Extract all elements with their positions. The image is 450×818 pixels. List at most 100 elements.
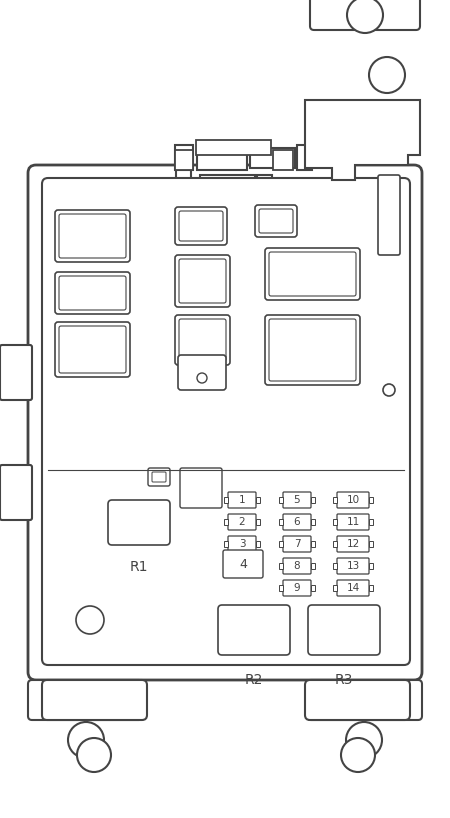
- Text: 2: 2: [238, 517, 245, 527]
- Bar: [311, 519, 315, 525]
- Circle shape: [197, 373, 207, 383]
- Bar: [250, 148, 295, 168]
- Bar: [175, 150, 193, 170]
- FancyBboxPatch shape: [148, 468, 170, 486]
- Bar: [279, 497, 283, 503]
- FancyBboxPatch shape: [178, 355, 226, 390]
- Text: R2: R2: [245, 673, 263, 687]
- Text: 14: 14: [346, 583, 360, 593]
- Text: 1: 1: [238, 495, 245, 505]
- FancyBboxPatch shape: [0, 345, 32, 400]
- Bar: [333, 585, 337, 591]
- Bar: [369, 585, 373, 591]
- Bar: [224, 519, 228, 525]
- Bar: [311, 585, 315, 591]
- FancyBboxPatch shape: [228, 492, 256, 508]
- FancyBboxPatch shape: [307, 680, 422, 720]
- Bar: [197, 152, 247, 170]
- FancyBboxPatch shape: [228, 514, 256, 530]
- Text: 12: 12: [346, 539, 360, 549]
- Circle shape: [77, 738, 111, 772]
- Bar: [200, 175, 255, 195]
- FancyBboxPatch shape: [218, 605, 290, 655]
- Text: 3: 3: [238, 539, 245, 549]
- FancyBboxPatch shape: [180, 468, 222, 508]
- FancyBboxPatch shape: [259, 209, 293, 233]
- Bar: [256, 519, 260, 525]
- Text: 4: 4: [239, 558, 247, 570]
- Bar: [279, 519, 283, 525]
- FancyBboxPatch shape: [378, 175, 400, 255]
- FancyBboxPatch shape: [55, 272, 130, 314]
- FancyBboxPatch shape: [175, 315, 230, 365]
- FancyBboxPatch shape: [283, 558, 311, 574]
- FancyBboxPatch shape: [337, 514, 369, 530]
- Text: 7: 7: [294, 539, 300, 549]
- Circle shape: [341, 738, 375, 772]
- FancyBboxPatch shape: [337, 558, 369, 574]
- FancyBboxPatch shape: [337, 492, 369, 508]
- FancyBboxPatch shape: [175, 207, 227, 245]
- Bar: [196, 140, 271, 155]
- Bar: [369, 541, 373, 547]
- Circle shape: [383, 384, 395, 396]
- Circle shape: [369, 57, 405, 93]
- Bar: [297, 145, 312, 170]
- FancyBboxPatch shape: [228, 536, 256, 552]
- FancyBboxPatch shape: [175, 255, 230, 307]
- FancyBboxPatch shape: [283, 580, 311, 596]
- FancyBboxPatch shape: [55, 322, 130, 377]
- FancyBboxPatch shape: [59, 276, 126, 310]
- FancyBboxPatch shape: [255, 205, 297, 237]
- Text: 6: 6: [294, 517, 300, 527]
- Bar: [311, 541, 315, 547]
- FancyBboxPatch shape: [283, 492, 311, 508]
- FancyBboxPatch shape: [308, 605, 380, 655]
- FancyBboxPatch shape: [265, 315, 360, 385]
- Bar: [279, 563, 283, 569]
- Bar: [273, 150, 293, 170]
- Bar: [311, 563, 315, 569]
- Text: 11: 11: [346, 517, 360, 527]
- Bar: [369, 497, 373, 503]
- FancyBboxPatch shape: [152, 472, 166, 482]
- Bar: [176, 170, 191, 200]
- Bar: [175, 145, 193, 170]
- Circle shape: [68, 722, 104, 758]
- FancyBboxPatch shape: [42, 178, 410, 665]
- FancyBboxPatch shape: [310, 0, 420, 30]
- FancyBboxPatch shape: [28, 680, 143, 720]
- FancyBboxPatch shape: [42, 680, 147, 720]
- Circle shape: [346, 722, 382, 758]
- Bar: [333, 497, 337, 503]
- FancyBboxPatch shape: [305, 680, 410, 720]
- Bar: [369, 563, 373, 569]
- FancyBboxPatch shape: [59, 326, 126, 373]
- Bar: [256, 541, 260, 547]
- FancyBboxPatch shape: [179, 211, 223, 241]
- Bar: [224, 497, 228, 503]
- Bar: [257, 175, 272, 195]
- Bar: [256, 497, 260, 503]
- Bar: [279, 585, 283, 591]
- FancyBboxPatch shape: [283, 514, 311, 530]
- FancyBboxPatch shape: [179, 259, 226, 303]
- FancyBboxPatch shape: [108, 500, 170, 545]
- Bar: [333, 541, 337, 547]
- Bar: [311, 497, 315, 503]
- Text: 8: 8: [294, 561, 300, 571]
- FancyBboxPatch shape: [0, 465, 32, 520]
- FancyBboxPatch shape: [55, 210, 130, 262]
- FancyBboxPatch shape: [223, 550, 263, 578]
- Circle shape: [76, 606, 104, 634]
- Bar: [279, 541, 283, 547]
- Bar: [224, 541, 228, 547]
- FancyBboxPatch shape: [269, 319, 356, 381]
- Polygon shape: [305, 100, 420, 180]
- FancyBboxPatch shape: [269, 252, 356, 296]
- Text: R3: R3: [335, 673, 353, 687]
- Text: R1: R1: [130, 560, 148, 574]
- FancyBboxPatch shape: [59, 214, 126, 258]
- Circle shape: [347, 0, 383, 33]
- FancyBboxPatch shape: [265, 248, 360, 300]
